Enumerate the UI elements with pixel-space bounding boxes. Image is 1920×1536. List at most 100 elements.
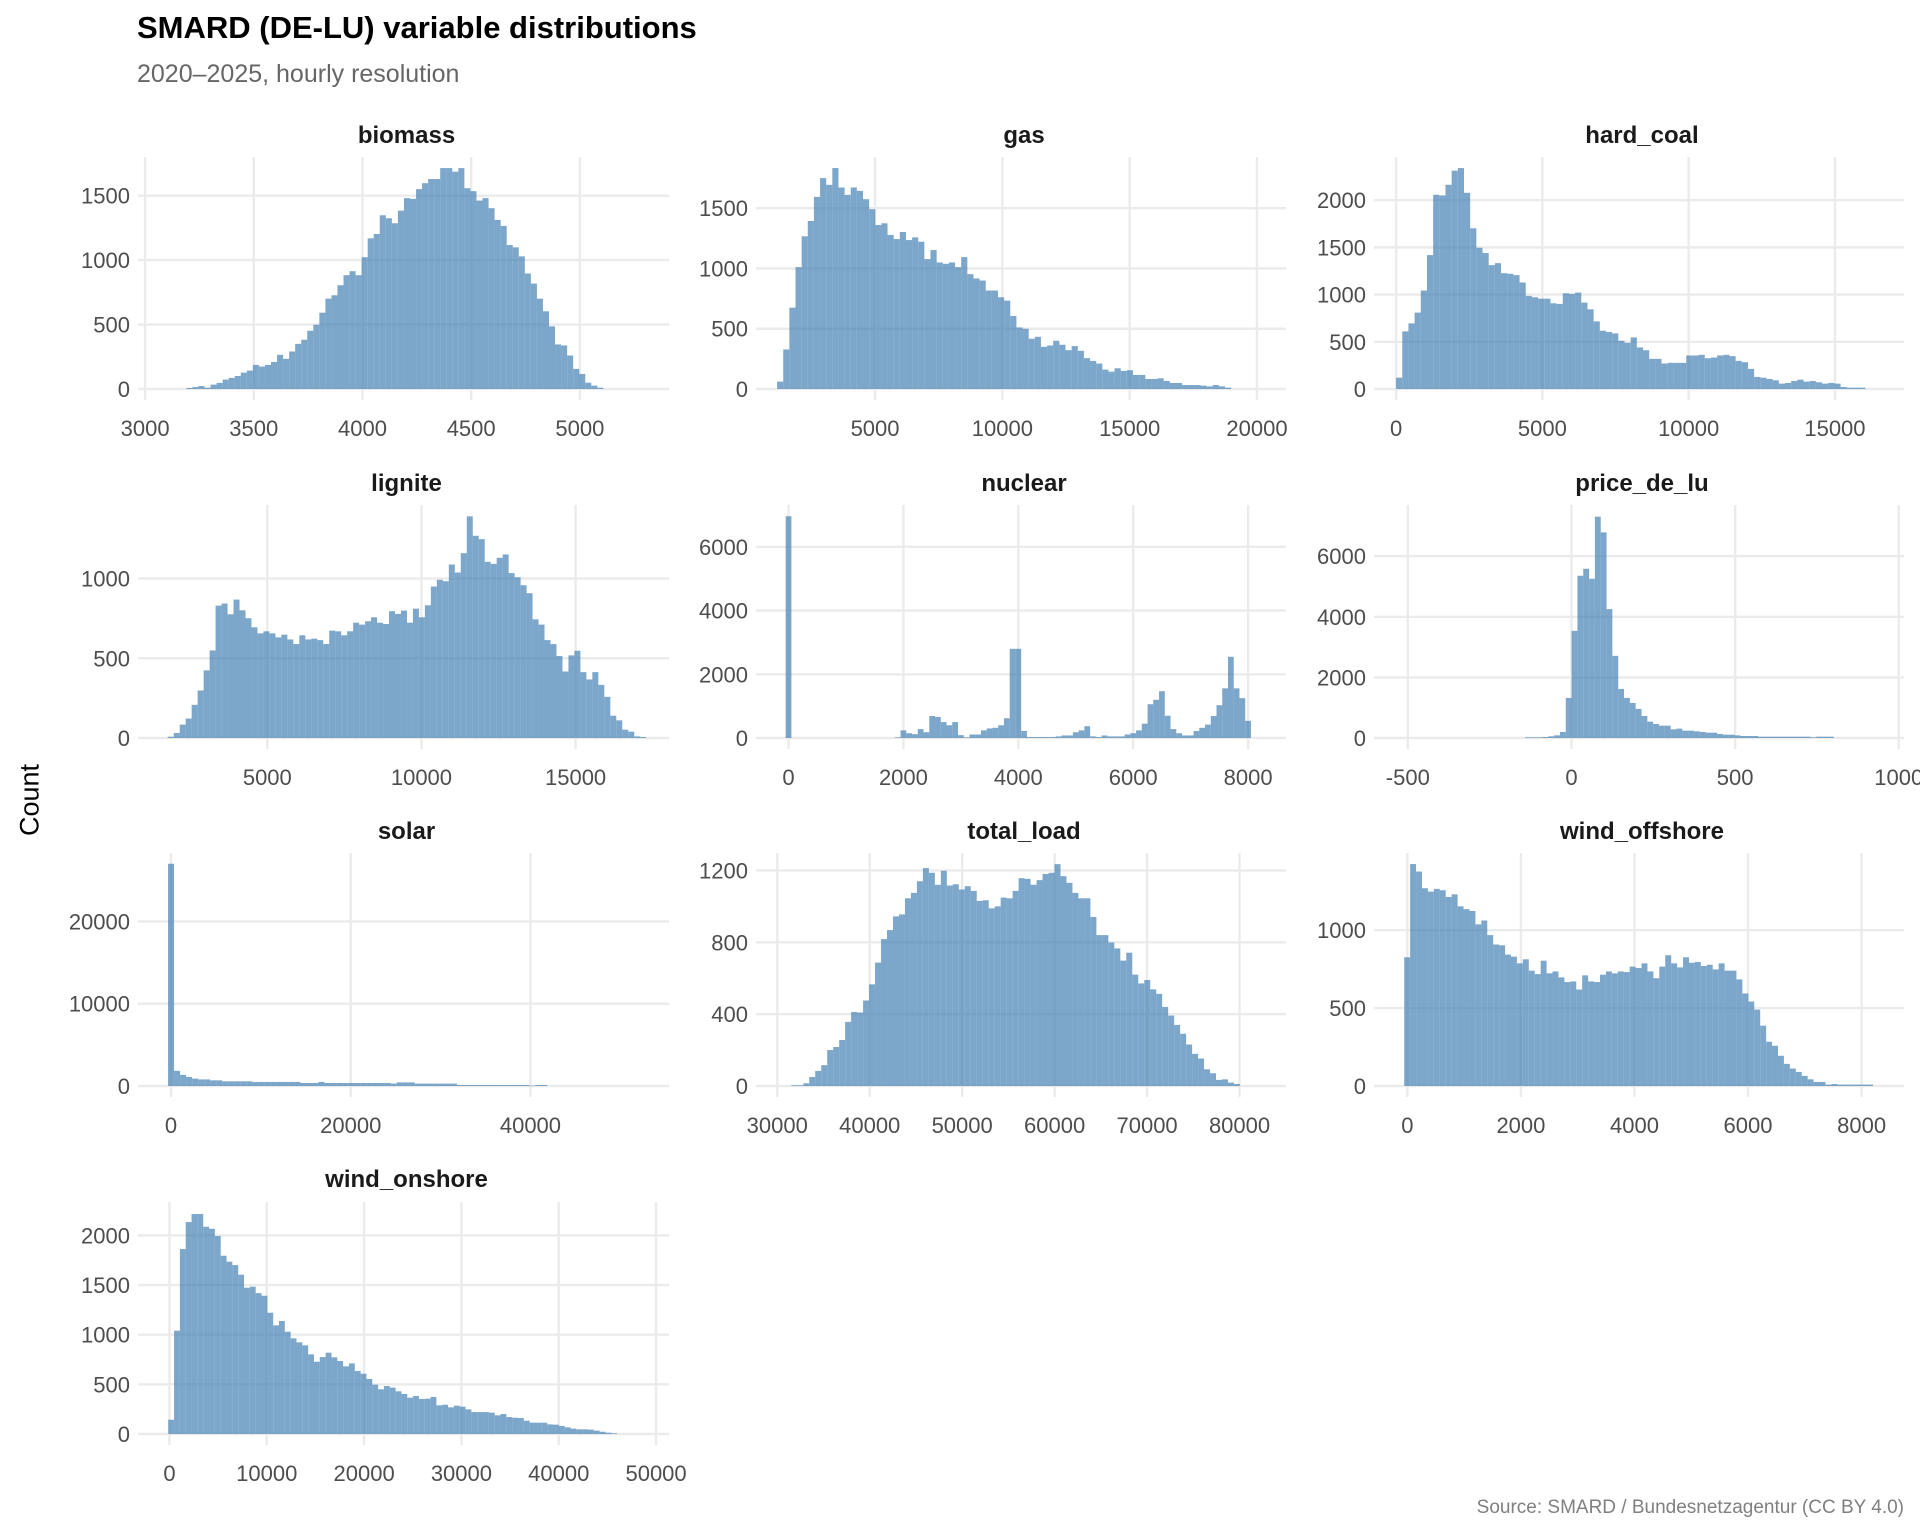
histogram-bar [446, 168, 453, 389]
histogram-bar [453, 1405, 460, 1434]
histogram-bar [246, 1081, 253, 1086]
source-caption: Source: SMARD / Bundesnetzagentur (CC BY… [1476, 1497, 1904, 1518]
x-tick-label: 3500 [229, 416, 278, 441]
histogram-bar [1694, 961, 1701, 1086]
histogram-bar [1194, 385, 1201, 389]
histogram-bar [946, 885, 953, 1086]
x-tick-label: 500 [1717, 765, 1754, 790]
y-tick-label: 0 [118, 726, 130, 751]
histogram-bar [1066, 882, 1073, 1086]
x-tick-label: 70000 [1116, 1113, 1177, 1138]
y-tick-label: 0 [736, 377, 748, 402]
histogram-bar [1118, 736, 1125, 738]
histogram-bar [1559, 732, 1566, 738]
y-tick-label: 500 [93, 313, 130, 338]
histogram-bar [1594, 516, 1601, 738]
histogram-bar [1416, 871, 1422, 1086]
histogram-bar [1032, 737, 1039, 738]
histogram-bar [1810, 737, 1817, 738]
histogram-bar [1562, 293, 1569, 389]
histogram-bar [1617, 971, 1624, 1086]
y-tick-label: 500 [1329, 996, 1366, 1021]
histogram-bar [969, 734, 976, 738]
facet-title: total_load [967, 818, 1080, 845]
histogram-bar [464, 188, 471, 389]
histogram-bar [1819, 1081, 1826, 1086]
histogram-bar [869, 209, 876, 389]
histogram-bar [1843, 1084, 1850, 1086]
histogram-bar [1618, 688, 1625, 738]
y-tick-label: 1000 [81, 1323, 130, 1348]
histogram-bar [465, 1409, 472, 1434]
histogram-bar [1815, 382, 1823, 389]
histogram-bar [1641, 715, 1648, 738]
histogram-bar [1095, 737, 1102, 738]
histogram-bar [585, 382, 592, 389]
histogram-bar [246, 370, 253, 389]
histogram-bar [204, 387, 211, 389]
histogram-bar [1735, 360, 1742, 389]
histogram-bar [1798, 736, 1805, 738]
histogram-bar [1481, 920, 1488, 1086]
histogram-bar [1028, 338, 1035, 389]
histogram-bar [1059, 344, 1066, 389]
histogram-bar [290, 1338, 297, 1434]
histogram-bar [1000, 897, 1007, 1086]
histogram-bar [1060, 876, 1067, 1086]
histogram-bar [1605, 332, 1613, 389]
histogram-bar [277, 354, 284, 389]
histogram-bar [396, 1082, 403, 1086]
histogram-bar [568, 655, 575, 738]
histogram-bar [1599, 330, 1606, 389]
histogram-bar [289, 351, 296, 389]
histogram-bar [1141, 723, 1148, 738]
x-tick-label: 2000 [879, 765, 928, 790]
x-tick-label: 3000 [121, 416, 170, 441]
y-tick-label: 1000 [699, 256, 748, 281]
histogram-bar [500, 225, 507, 389]
histogram-bar [505, 1085, 512, 1086]
histogram-bar [414, 1083, 421, 1086]
histogram-bar [1531, 297, 1539, 389]
histogram-bar [529, 1085, 536, 1087]
histogram-bar [349, 271, 356, 389]
x-tick-label: 15000 [1804, 416, 1865, 441]
histogram-bar [469, 1085, 476, 1086]
histogram-bar [168, 1419, 175, 1434]
y-tick-label: 400 [711, 1002, 748, 1027]
histogram-bar [1126, 370, 1134, 389]
y-tick-label: 10000 [69, 992, 130, 1017]
histogram-bar [216, 1080, 223, 1086]
histogram-bar [209, 650, 216, 738]
histogram-bar [1748, 1001, 1755, 1086]
histogram-bar [354, 1082, 361, 1086]
y-tick-label: 500 [1329, 330, 1366, 355]
histogram-bar [249, 1286, 256, 1434]
histogram-bar [875, 962, 882, 1086]
histogram-bar [1003, 718, 1010, 738]
histogram-bar [226, 1261, 233, 1434]
histogram-bar [598, 684, 605, 738]
histogram-bar [1729, 356, 1736, 389]
histogram-bar [893, 239, 900, 389]
histogram-bar [1408, 323, 1415, 389]
histogram-bar [347, 631, 354, 738]
histogram-bar [815, 1070, 822, 1086]
histogram-bar [1630, 337, 1637, 389]
histogram-bar [1801, 1075, 1808, 1086]
histogram-bar [1136, 730, 1142, 738]
histogram-bar [502, 554, 509, 738]
x-tick-label: 0 [1390, 416, 1402, 441]
histogram-bar [1222, 1079, 1228, 1086]
histogram-bar [319, 1357, 326, 1434]
histogram-bar [179, 724, 186, 738]
histogram-bar [1717, 355, 1724, 389]
histogram-bar [1427, 891, 1434, 1086]
histogram-bar [1421, 888, 1428, 1086]
histogram-bar [1589, 578, 1595, 738]
histogram-bar [1107, 736, 1114, 738]
x-tick-label: 8000 [1837, 1113, 1886, 1138]
histogram-bar [928, 872, 935, 1086]
histogram-bar [360, 1373, 367, 1434]
histogram-bar [599, 1431, 606, 1434]
